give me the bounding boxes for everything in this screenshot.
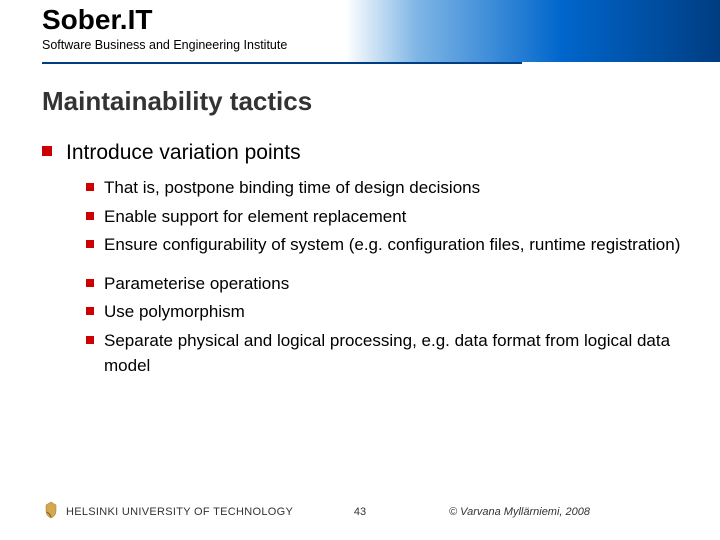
square-bullet-icon <box>86 307 94 315</box>
square-bullet-icon <box>86 279 94 287</box>
footer: HELSINKI UNIVERSITY OF TECHNOLOGY 43 © V… <box>0 501 720 522</box>
bullet-level2-text: Use polymorphism <box>104 299 245 325</box>
footer-page-number: 43 <box>354 506 366 518</box>
bullet-level1: Introduce variation points <box>42 139 682 167</box>
spacing <box>42 261 682 267</box>
bullet-level2-text: That is, postpone binding time of design… <box>104 175 480 201</box>
square-bullet-icon <box>86 212 94 220</box>
bullet-level1-text: Introduce variation points <box>66 139 301 167</box>
bullet-level2: Separate physical and logical processing… <box>86 328 682 379</box>
slide-content: Introduce variation points That is, post… <box>42 139 682 379</box>
square-bullet-icon <box>86 240 94 248</box>
sublist-group-1: That is, postpone binding time of design… <box>86 175 682 258</box>
footer-university: HELSINKI UNIVERSITY OF TECHNOLOGY <box>66 506 293 518</box>
banner-subtitle: Software Business and Engineering Instit… <box>42 38 720 52</box>
bullet-level2-text: Separate physical and logical processing… <box>104 328 682 379</box>
bullet-level2-text: Parameterise operations <box>104 271 289 297</box>
banner-underline <box>42 62 522 64</box>
bullet-level2: Use polymorphism <box>86 299 682 325</box>
bullet-level2: That is, postpone binding time of design… <box>86 175 682 201</box>
bullet-level2-text: Enable support for element replacement <box>104 204 406 230</box>
university-logo-icon <box>44 501 58 522</box>
bullet-level2-text: Ensure configurability of system (e.g. c… <box>104 232 680 258</box>
footer-copyright: © Varvana Myllärniemi, 2008 <box>449 506 590 518</box>
bullet-level2: Ensure configurability of system (e.g. c… <box>86 232 682 258</box>
slide-title: Maintainability tactics <box>42 86 720 117</box>
bullet-level2: Parameterise operations <box>86 271 682 297</box>
square-bullet-icon <box>86 183 94 191</box>
banner-title: Sober.IT <box>42 4 720 36</box>
sublist-group-2: Parameterise operations Use polymorphism… <box>86 271 682 379</box>
square-bullet-icon <box>86 336 94 344</box>
bullet-level2: Enable support for element replacement <box>86 204 682 230</box>
square-bullet-icon <box>42 146 52 156</box>
banner: Sober.IT Software Business and Engineeri… <box>0 0 720 62</box>
